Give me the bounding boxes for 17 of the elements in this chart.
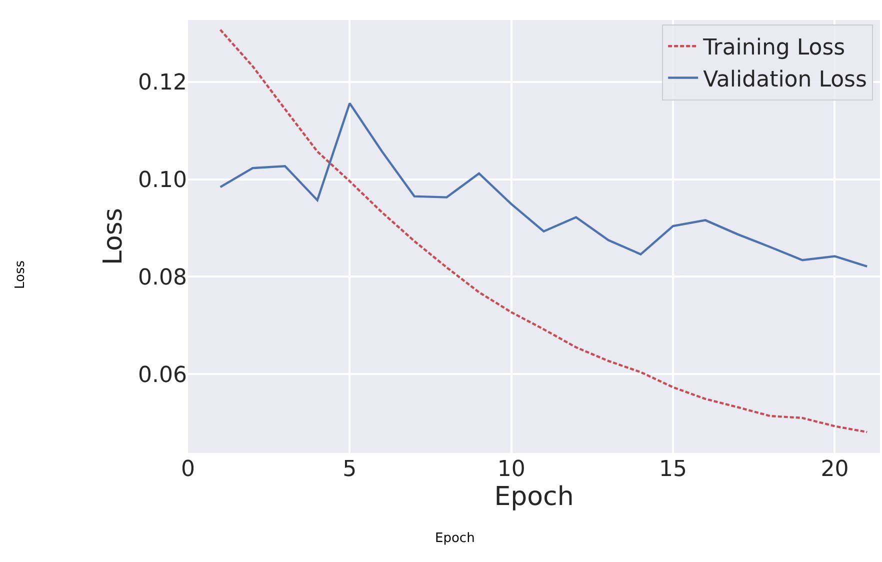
- line-series: [219, 102, 868, 268]
- y-tick-label: 0.10: [138, 168, 187, 193]
- legend-label: Training Loss: [702, 36, 846, 61]
- x-tick-label: 5: [342, 457, 357, 482]
- text: Epoch: [435, 531, 475, 546]
- x-tick-label: 15: [659, 457, 688, 482]
- line-series: [219, 28, 868, 434]
- x-axis-title: Epoch: [494, 482, 574, 512]
- legend-label: Validation Loss: [703, 67, 867, 92]
- x-tick-label: 20: [820, 457, 849, 482]
- y-tick-label: 0.06: [138, 362, 187, 388]
- x-tick-label: 10: [497, 457, 526, 482]
- text: Loss: [13, 260, 28, 289]
- y-tick-label: 0.12: [138, 70, 187, 96]
- x-tick-label: 0: [181, 457, 195, 482]
- y-tick-label: 0.08: [138, 265, 187, 290]
- y-axis-title: Loss: [98, 208, 128, 266]
